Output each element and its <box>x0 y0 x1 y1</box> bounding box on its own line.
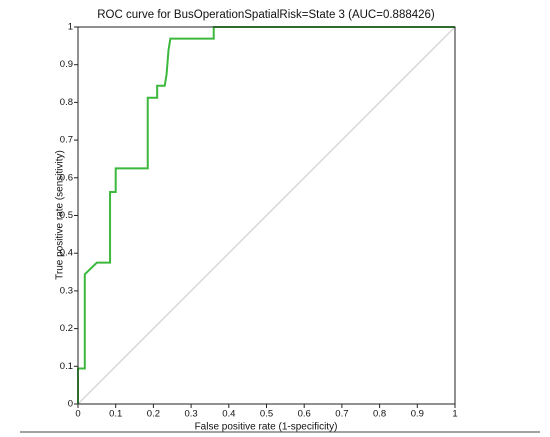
y-tick-label: 0.4 <box>60 248 73 259</box>
roc-curve <box>77 26 455 404</box>
reference-diagonal <box>77 26 456 405</box>
y-tick-label: 1 <box>68 22 73 33</box>
y-tick-label: 0.2 <box>60 323 73 334</box>
y-tick-label: 0.6 <box>60 172 73 183</box>
x-tick-label: 0.6 <box>298 409 311 420</box>
x-tick-label: 0.2 <box>147 409 160 420</box>
y-tick-label: 0.1 <box>60 361 73 372</box>
plot-frame <box>77 26 456 405</box>
x-tick-label: 0.7 <box>335 409 348 420</box>
y-axis-label: True positive rate (sensitivity) <box>55 150 66 280</box>
x-tick-label: 0.3 <box>184 409 197 420</box>
x-tick-label: 0.5 <box>260 409 273 420</box>
y-tick-label: 0.8 <box>60 97 73 108</box>
x-tick-label: 0.1 <box>109 409 122 420</box>
y-tick-label: 0 <box>68 399 73 410</box>
x-tick-label: 0.4 <box>222 409 235 420</box>
x-axis-label: False positive rate (1-specificity) <box>195 422 338 433</box>
x-tick-label: 0 <box>75 409 80 420</box>
y-tick-label: 0.7 <box>60 135 73 146</box>
chart-title: ROC curve for BusOperationSpatialRisk=St… <box>97 9 435 21</box>
x-tick-label: 0.9 <box>411 409 424 420</box>
x-tick-label: 1 <box>452 409 457 420</box>
y-tick-label: 0.5 <box>60 210 73 221</box>
x-tick-label: 0.8 <box>373 409 386 420</box>
y-tick-label: 0.3 <box>60 285 73 296</box>
y-tick-label: 0.9 <box>60 59 73 70</box>
